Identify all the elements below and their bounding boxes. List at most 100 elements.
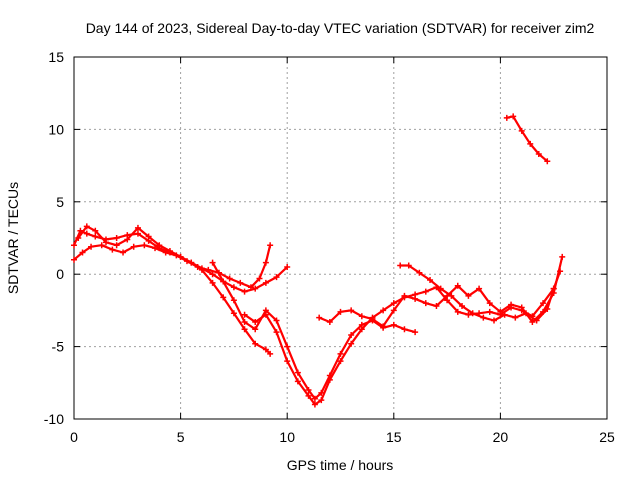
data-point xyxy=(241,326,248,333)
data-point xyxy=(510,113,517,120)
data-point xyxy=(92,233,99,240)
data-point xyxy=(459,303,466,310)
data-point xyxy=(284,263,291,270)
data-point xyxy=(390,321,397,328)
data-point xyxy=(416,269,423,276)
data-point xyxy=(512,314,519,321)
data-point xyxy=(241,288,248,295)
data-point xyxy=(92,227,99,234)
series-group xyxy=(71,113,566,408)
data-point xyxy=(348,307,355,314)
data-point xyxy=(508,301,515,308)
data-point xyxy=(262,311,269,318)
data-point xyxy=(412,295,419,302)
data-point xyxy=(247,284,254,291)
data-point xyxy=(79,249,86,256)
data-point xyxy=(533,317,540,324)
y-tick-label: 0 xyxy=(56,266,64,282)
data-point xyxy=(120,249,127,256)
data-point xyxy=(358,326,365,333)
data-point xyxy=(252,285,259,292)
data-point xyxy=(262,259,269,266)
data-point xyxy=(156,242,163,249)
data-point xyxy=(262,279,269,286)
data-point xyxy=(237,279,244,286)
data-point xyxy=(305,392,312,399)
data-point xyxy=(145,233,152,240)
data-point xyxy=(540,300,547,307)
chart-title: Day 144 of 2023, Sidereal Day-to-day VTE… xyxy=(86,20,595,36)
data-point xyxy=(98,242,105,249)
grid xyxy=(74,57,607,419)
data-point xyxy=(220,294,227,301)
x-tick-label: 15 xyxy=(386,429,402,445)
series-track-d xyxy=(209,259,419,402)
data-point xyxy=(88,243,95,250)
data-point xyxy=(486,308,493,315)
data-point xyxy=(397,262,404,269)
data-point xyxy=(273,317,280,324)
data-point xyxy=(230,310,237,317)
x-tick-label: 0 xyxy=(70,429,78,445)
data-point xyxy=(256,275,263,282)
data-point xyxy=(465,292,472,299)
data-point xyxy=(230,297,237,304)
data-point xyxy=(427,276,434,283)
data-point xyxy=(486,300,493,307)
data-point xyxy=(273,329,280,336)
data-point xyxy=(390,307,397,314)
data-point xyxy=(318,397,325,404)
data-point xyxy=(284,358,291,365)
data-point xyxy=(152,245,159,252)
data-point xyxy=(220,278,227,285)
data-point xyxy=(83,223,90,230)
axis-ticks: 0 5 10 15 20 25 -10 -5 0 5 10 15 xyxy=(44,49,615,445)
data-point xyxy=(166,248,173,255)
x-axis-label: GPS time / hours xyxy=(287,457,394,473)
data-point xyxy=(454,282,461,289)
data-point xyxy=(348,332,355,339)
data-point xyxy=(252,340,259,347)
data-point xyxy=(188,259,195,266)
data-point xyxy=(102,239,109,246)
series-track-h xyxy=(503,113,551,165)
data-point xyxy=(380,323,387,330)
data-point xyxy=(503,114,510,121)
data-point xyxy=(262,346,269,353)
data-point xyxy=(529,318,536,325)
data-point xyxy=(358,313,365,320)
series-line xyxy=(399,264,555,322)
data-point xyxy=(141,242,148,249)
series-track-f xyxy=(316,253,566,330)
data-point xyxy=(448,292,455,299)
data-point xyxy=(380,307,387,314)
data-point xyxy=(550,285,557,292)
data-point xyxy=(205,266,212,273)
data-point xyxy=(422,300,429,307)
data-point xyxy=(162,249,169,256)
data-point xyxy=(401,326,408,333)
data-point xyxy=(209,279,216,286)
y-axis-label: SDTVAR / TECUs xyxy=(5,182,21,294)
data-point xyxy=(113,235,120,241)
data-point xyxy=(267,242,274,249)
data-point xyxy=(544,305,551,312)
data-point xyxy=(437,285,444,292)
data-point xyxy=(230,284,237,291)
data-point xyxy=(501,311,508,318)
x-tick-label: 25 xyxy=(599,429,615,445)
data-point xyxy=(433,303,440,310)
data-point xyxy=(337,308,344,315)
data-point xyxy=(497,308,504,315)
data-point xyxy=(422,288,429,295)
data-point xyxy=(284,343,291,350)
data-point xyxy=(559,253,566,260)
data-point xyxy=(241,318,248,325)
data-point xyxy=(491,317,498,324)
data-point xyxy=(465,311,472,318)
data-point xyxy=(109,246,116,253)
data-point xyxy=(71,242,77,249)
data-point xyxy=(326,318,333,325)
data-point xyxy=(326,376,333,383)
